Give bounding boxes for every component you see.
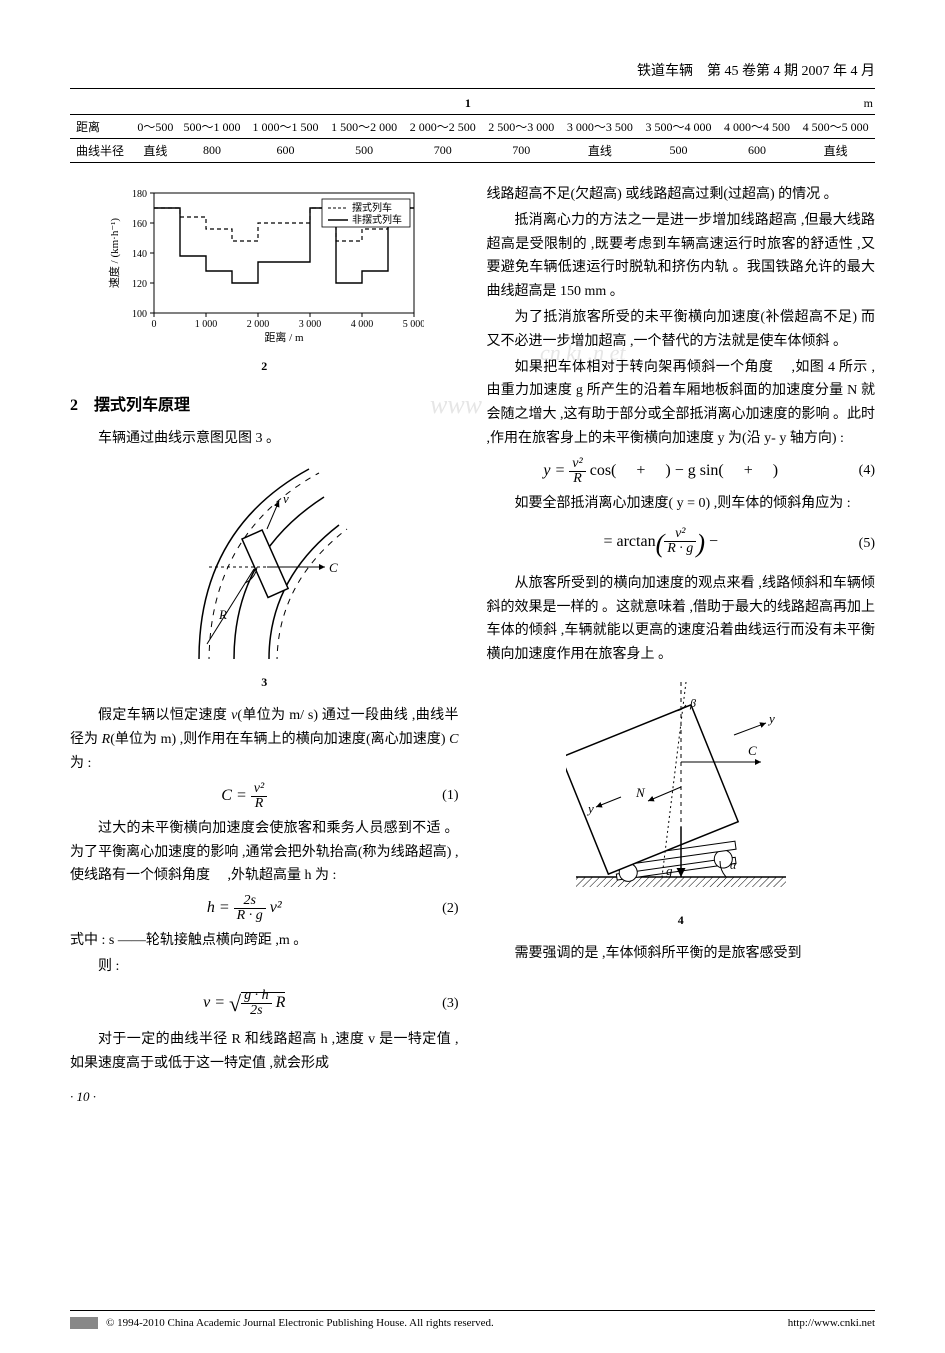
svg-text:1 000: 1 000 — [195, 319, 218, 330]
fig3-c: C — [329, 560, 338, 575]
right-p7: 需要强调的是 ,车体倾斜所平衡的是旅客感受到 — [487, 942, 876, 966]
eq5-num: (5) — [835, 532, 875, 556]
speed-chart: 100 120 140 160 180 0 1 000 2 000 3 000 4 000 5 00… — [104, 183, 424, 343]
fig4-alpha: α — [730, 858, 737, 872]
r1: 800 — [178, 139, 246, 163]
r6: 直线 — [561, 139, 640, 163]
right-p1: 线路超高不足(欠超高) 或线路超高过剩(过超高) 的情况 。 — [487, 183, 876, 207]
svg-text:120: 120 — [132, 279, 147, 290]
fig4-n: N — [635, 785, 646, 800]
fig4-y1: y — [586, 801, 594, 816]
svg-text:160: 160 — [132, 219, 147, 230]
row2-label: 曲线半径 — [70, 139, 133, 163]
footer: © 1994-2010 China Academic Journal Elect… — [70, 1310, 875, 1329]
r3: 500 — [325, 139, 404, 163]
r7: 500 — [639, 139, 718, 163]
right-p5: 如要全部抵消离心加速度( y = 0) ,则车体的倾斜角应为 : — [487, 492, 876, 516]
equation-2: h = 2sR · g v² (2) — [70, 894, 459, 923]
equation-1: C = v²R (1) — [70, 782, 459, 811]
equation-3: v = √g · h2s R (3) — [70, 985, 459, 1022]
d8: 4 000～4 500 — [718, 115, 797, 139]
left-p5: 则 : — [70, 955, 459, 979]
d3: 1 500～2 000 — [325, 115, 404, 139]
d1: 500～1 000 — [178, 115, 246, 139]
left-p4: 式中 : s ——轮轨接触点横向跨距 ,m 。 — [70, 929, 459, 953]
page-number: · 10 · — [70, 1086, 459, 1108]
svg-text:3 000: 3 000 — [299, 319, 322, 330]
eq1-num: (1) — [419, 784, 459, 808]
d0: 0～500 — [133, 115, 178, 139]
d7: 3 500～4 000 — [639, 115, 718, 139]
fig3-v: v — [283, 491, 289, 506]
r5: 700 — [482, 139, 561, 163]
d9: 4 500～5 000 — [796, 115, 875, 139]
d5: 2 500～3 000 — [482, 115, 561, 139]
fig3-caption: 3 — [70, 672, 459, 692]
tilt-schematic: g C y y N β α — [566, 677, 796, 897]
equation-5: = arctan(v²R · g) − (5) — [487, 522, 876, 566]
svg-text:2 000: 2 000 — [247, 319, 270, 330]
r8: 600 — [718, 139, 797, 163]
fig4-caption: 4 — [487, 910, 876, 930]
svg-text:4 000: 4 000 — [351, 319, 374, 330]
curve-schematic: v C R — [179, 459, 349, 659]
eq3-num: (3) — [419, 992, 459, 1016]
left-p6: 对于一定的曲线半径 R 和线路超高 h ,速度 v 是一特定值 ,如果速度高于或… — [70, 1028, 459, 1076]
left-p2: 假定车辆以恒定速度 v(单位为 m/ s) 通过一段曲线 ,曲线半径为 R(单位… — [70, 704, 459, 775]
d2: 1 000～1 500 — [246, 115, 325, 139]
figure-4: g C y y N β α — [487, 677, 876, 930]
fig4-c: C — [748, 743, 757, 758]
r2: 600 — [246, 139, 325, 163]
fig2-caption: 2 — [70, 356, 459, 376]
d4: 2 000～2 500 — [403, 115, 482, 139]
running-head: 铁道车辆 第 45 卷第 4 期 2007 年 4 月 — [70, 60, 875, 80]
sec2-p1: 车辆通过曲线示意图见图 3 。 — [70, 427, 459, 451]
eq4-num: (4) — [835, 459, 875, 483]
svg-text:距离 / m: 距离 / m — [265, 330, 305, 343]
r9: 直线 — [796, 139, 875, 163]
right-p3: 为了抵消旅客所受的未平衡横向加速度(补偿超高不足) 而又不必进一步增加超高 ,一… — [487, 306, 876, 354]
d6: 3 000～3 500 — [561, 115, 640, 139]
left-p3: 过大的未平衡横向加速度会使旅客和乘务人员感到不适 。为了平衡离心加速度的影响 ,… — [70, 817, 459, 888]
fig4-g: g — [666, 863, 673, 878]
table1-caption: 1 — [465, 96, 471, 110]
svg-text:0: 0 — [152, 319, 157, 330]
fig3-r: R — [218, 607, 227, 622]
right-p2: 抵消离心力的方法之一是进一步增加线路超高 ,但最大线路超高是受限制的 ,既要考虑… — [487, 209, 876, 304]
equation-4: y = v²R cos( + ) − g sin( + ) (4) — [487, 457, 876, 486]
r4: 700 — [403, 139, 482, 163]
left-column: 100 120 140 160 180 0 1 000 2 000 3 000 4 000 5 00… — [70, 183, 459, 1108]
cnki-logo-icon — [70, 1317, 98, 1329]
section-2-title: 2 摆式列车原理 — [70, 392, 459, 419]
right-p4: 如果把车体相对于转向架再倾斜一个角度 ,如图 4 所示 ,由重力加速度 g 所产… — [487, 356, 876, 451]
figure-3: v C R 3 — [70, 459, 459, 692]
svg-text:140: 140 — [132, 249, 147, 260]
rule-top — [70, 88, 875, 89]
fig4-y2: y — [767, 711, 775, 726]
right-p6: 从旅客所受到的横向加速度的观点来看 ,线路倾斜和车辆倾斜的效果是一样的 。这就意… — [487, 572, 876, 667]
eq2-num: (2) — [419, 897, 459, 921]
footer-url: http://www.cnki.net — [788, 1317, 875, 1329]
svg-text:非摆式列车: 非摆式列车 — [352, 213, 402, 226]
table-1: 1 m 距离 0～500 500～1 000 1 000～1 500 1 500… — [70, 93, 875, 163]
fig4-beta: β — [689, 696, 696, 710]
row1-label: 距离 — [70, 115, 133, 139]
svg-text:5 000: 5 000 — [403, 319, 424, 330]
svg-text:180: 180 — [132, 189, 147, 200]
table1-unit: m — [864, 96, 873, 111]
copyright: © 1994-2010 China Academic Journal Elect… — [106, 1317, 494, 1329]
right-column: 线路超高不足(欠超高) 或线路超高过剩(过超高) 的情况 。 抵消离心力的方法之… — [487, 183, 876, 1108]
figure-2: 100 120 140 160 180 0 1 000 2 000 3 000 4 000 5 00… — [70, 183, 459, 376]
svg-text:100: 100 — [132, 309, 147, 320]
svg-text:摆式列车: 摆式列车 — [352, 201, 392, 214]
svg-text:速度 / (km·h⁻¹): 速度 / (km·h⁻¹) — [107, 218, 121, 289]
r0: 直线 — [133, 139, 178, 163]
